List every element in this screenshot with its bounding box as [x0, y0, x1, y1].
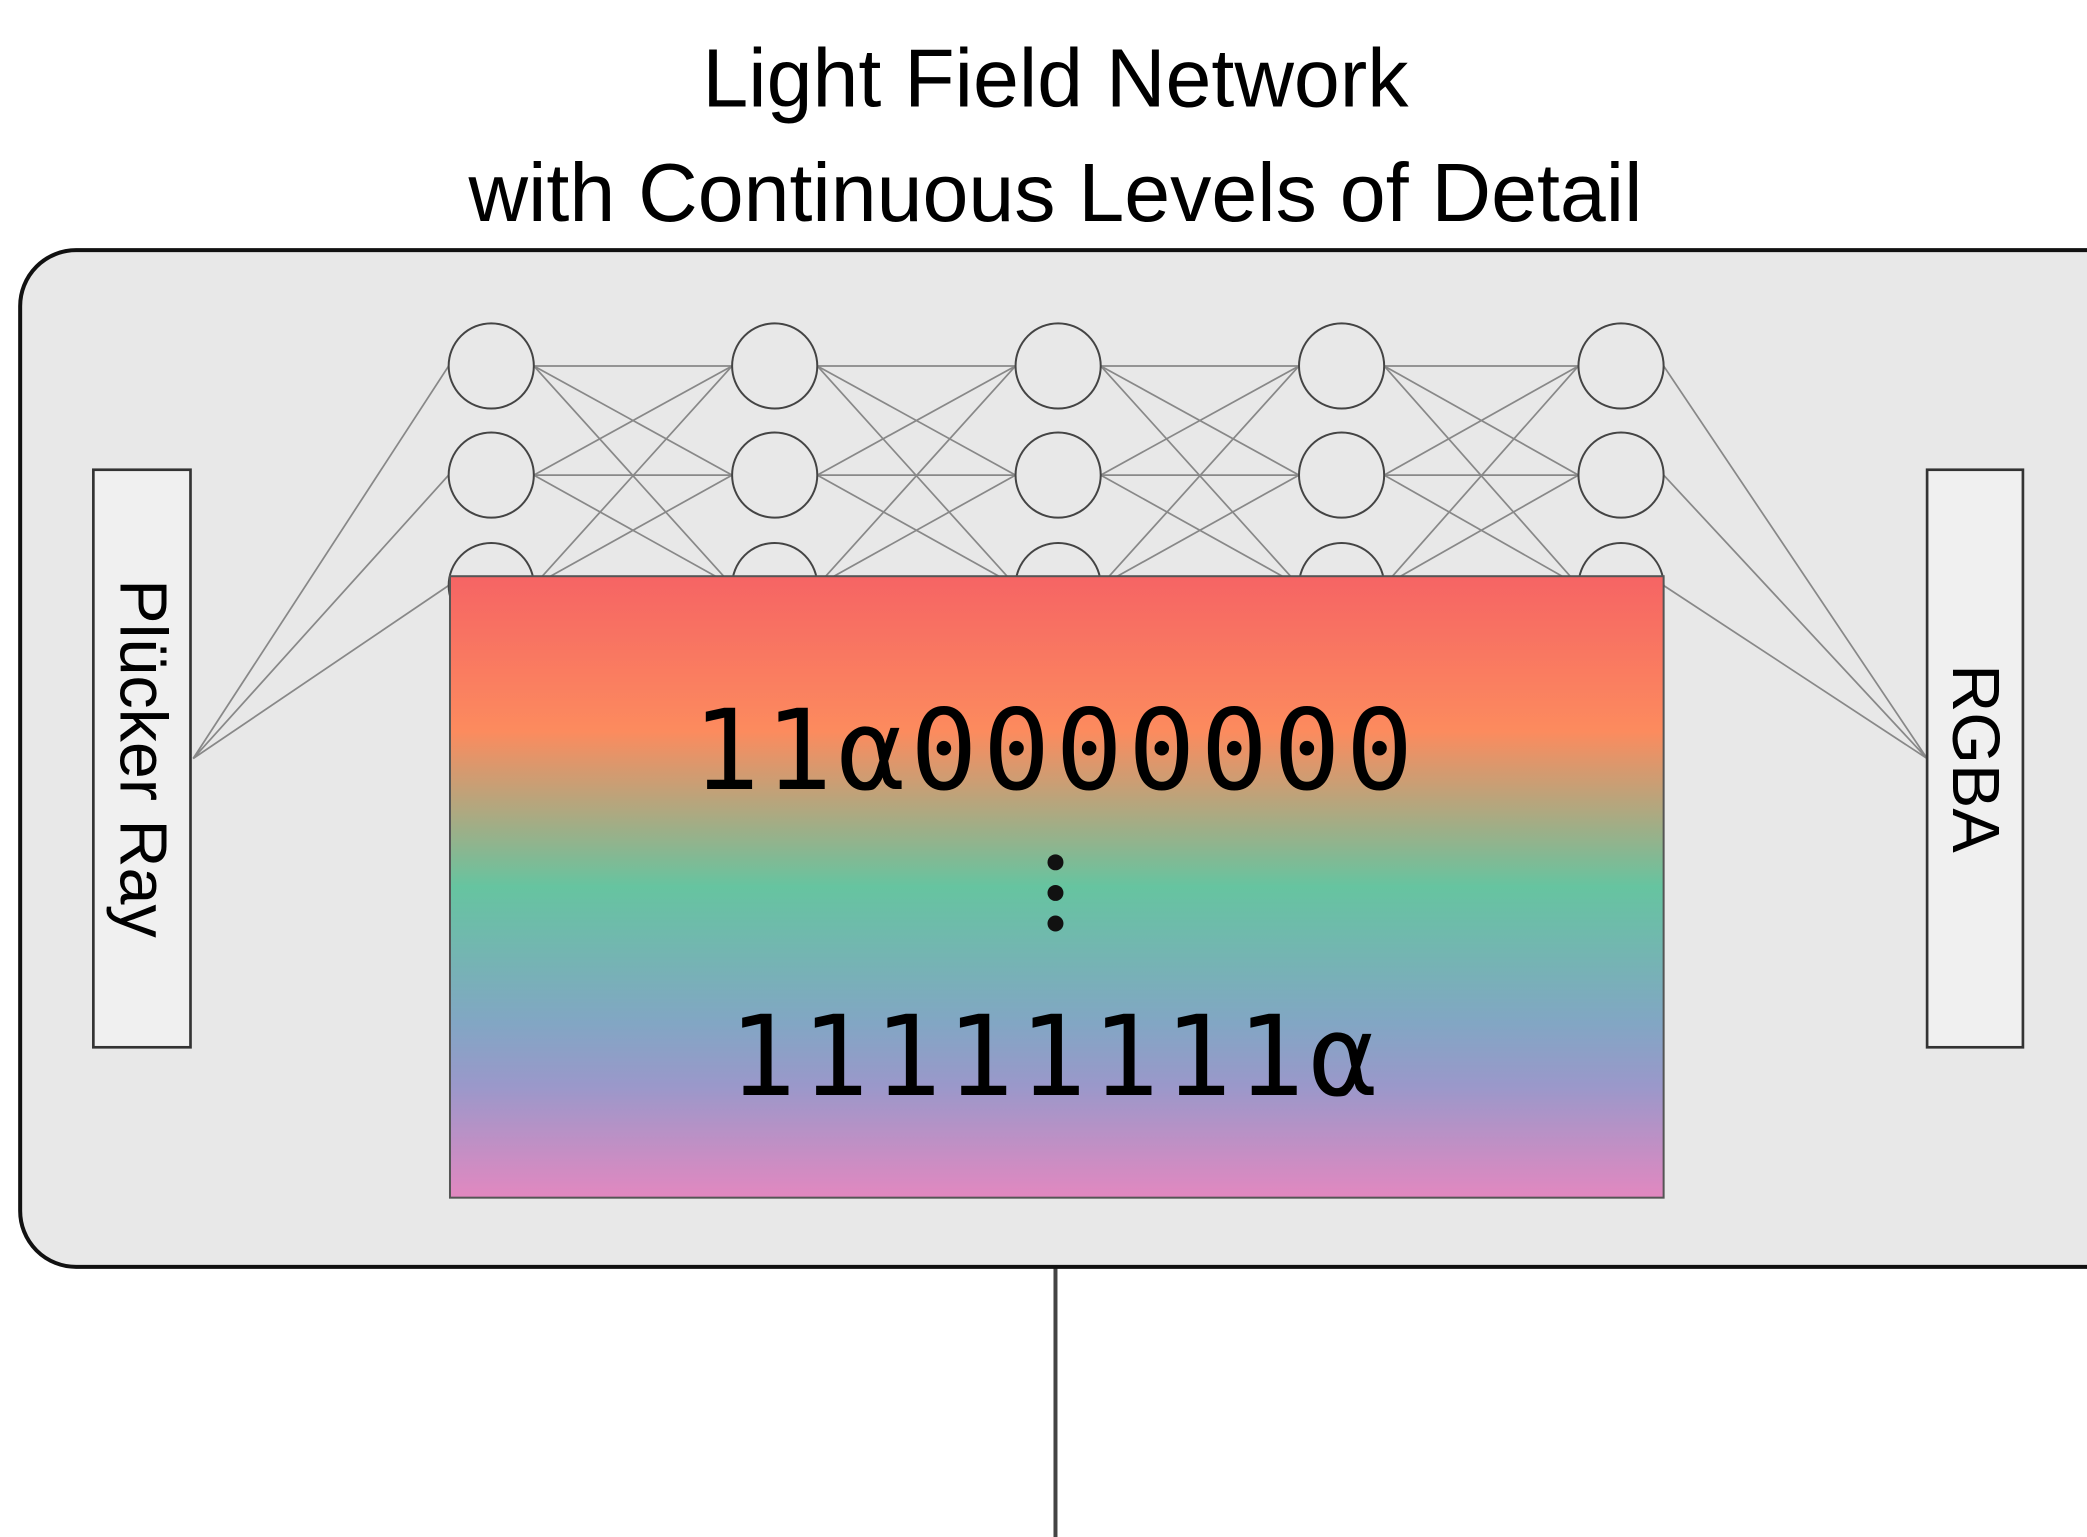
- title-line: with Continuous Levels of Detail: [467, 147, 1642, 239]
- edge: [192, 584, 450, 760]
- mask-text: 11α0000000: [692, 686, 1418, 816]
- neuron: [1577, 322, 1665, 410]
- edge: [192, 474, 450, 760]
- title-line: Light Field Network: [702, 32, 1409, 124]
- neuron: [1298, 431, 1386, 519]
- edge: [816, 474, 1016, 587]
- edge: [533, 474, 733, 587]
- neuron: [447, 322, 535, 410]
- neuron: [1577, 431, 1665, 519]
- edge: [533, 365, 733, 587]
- edge: [816, 365, 1017, 587]
- ellipsis-dot: [1047, 884, 1064, 901]
- neuron: [1014, 322, 1102, 410]
- neuron: [1014, 431, 1102, 519]
- ellipsis-dot: [1047, 854, 1064, 871]
- edge: [192, 365, 450, 759]
- edge: [1100, 365, 1300, 476]
- input-box: [92, 468, 192, 1049]
- edge: [1662, 474, 1928, 760]
- network: [192, 322, 1928, 760]
- ellipsis-dot: [1047, 915, 1064, 932]
- edge: [1383, 474, 1579, 587]
- output-box: [1925, 468, 2025, 1049]
- edge: [1663, 584, 1928, 760]
- neuron: [1298, 322, 1386, 410]
- neuron: [731, 431, 819, 519]
- edge: [1662, 365, 1928, 760]
- neuron: [731, 322, 819, 410]
- edge: [816, 365, 1016, 476]
- mask-text: 11111111α: [729, 992, 1383, 1122]
- edge: [1383, 365, 1579, 476]
- edge: [533, 365, 733, 476]
- neuron: [447, 431, 535, 519]
- edge: [1100, 365, 1300, 587]
- output-label: RGBA: [1938, 664, 2012, 853]
- input-label: Plücker Ray: [106, 579, 180, 938]
- edge: [1383, 365, 1580, 587]
- edge: [1100, 474, 1300, 587]
